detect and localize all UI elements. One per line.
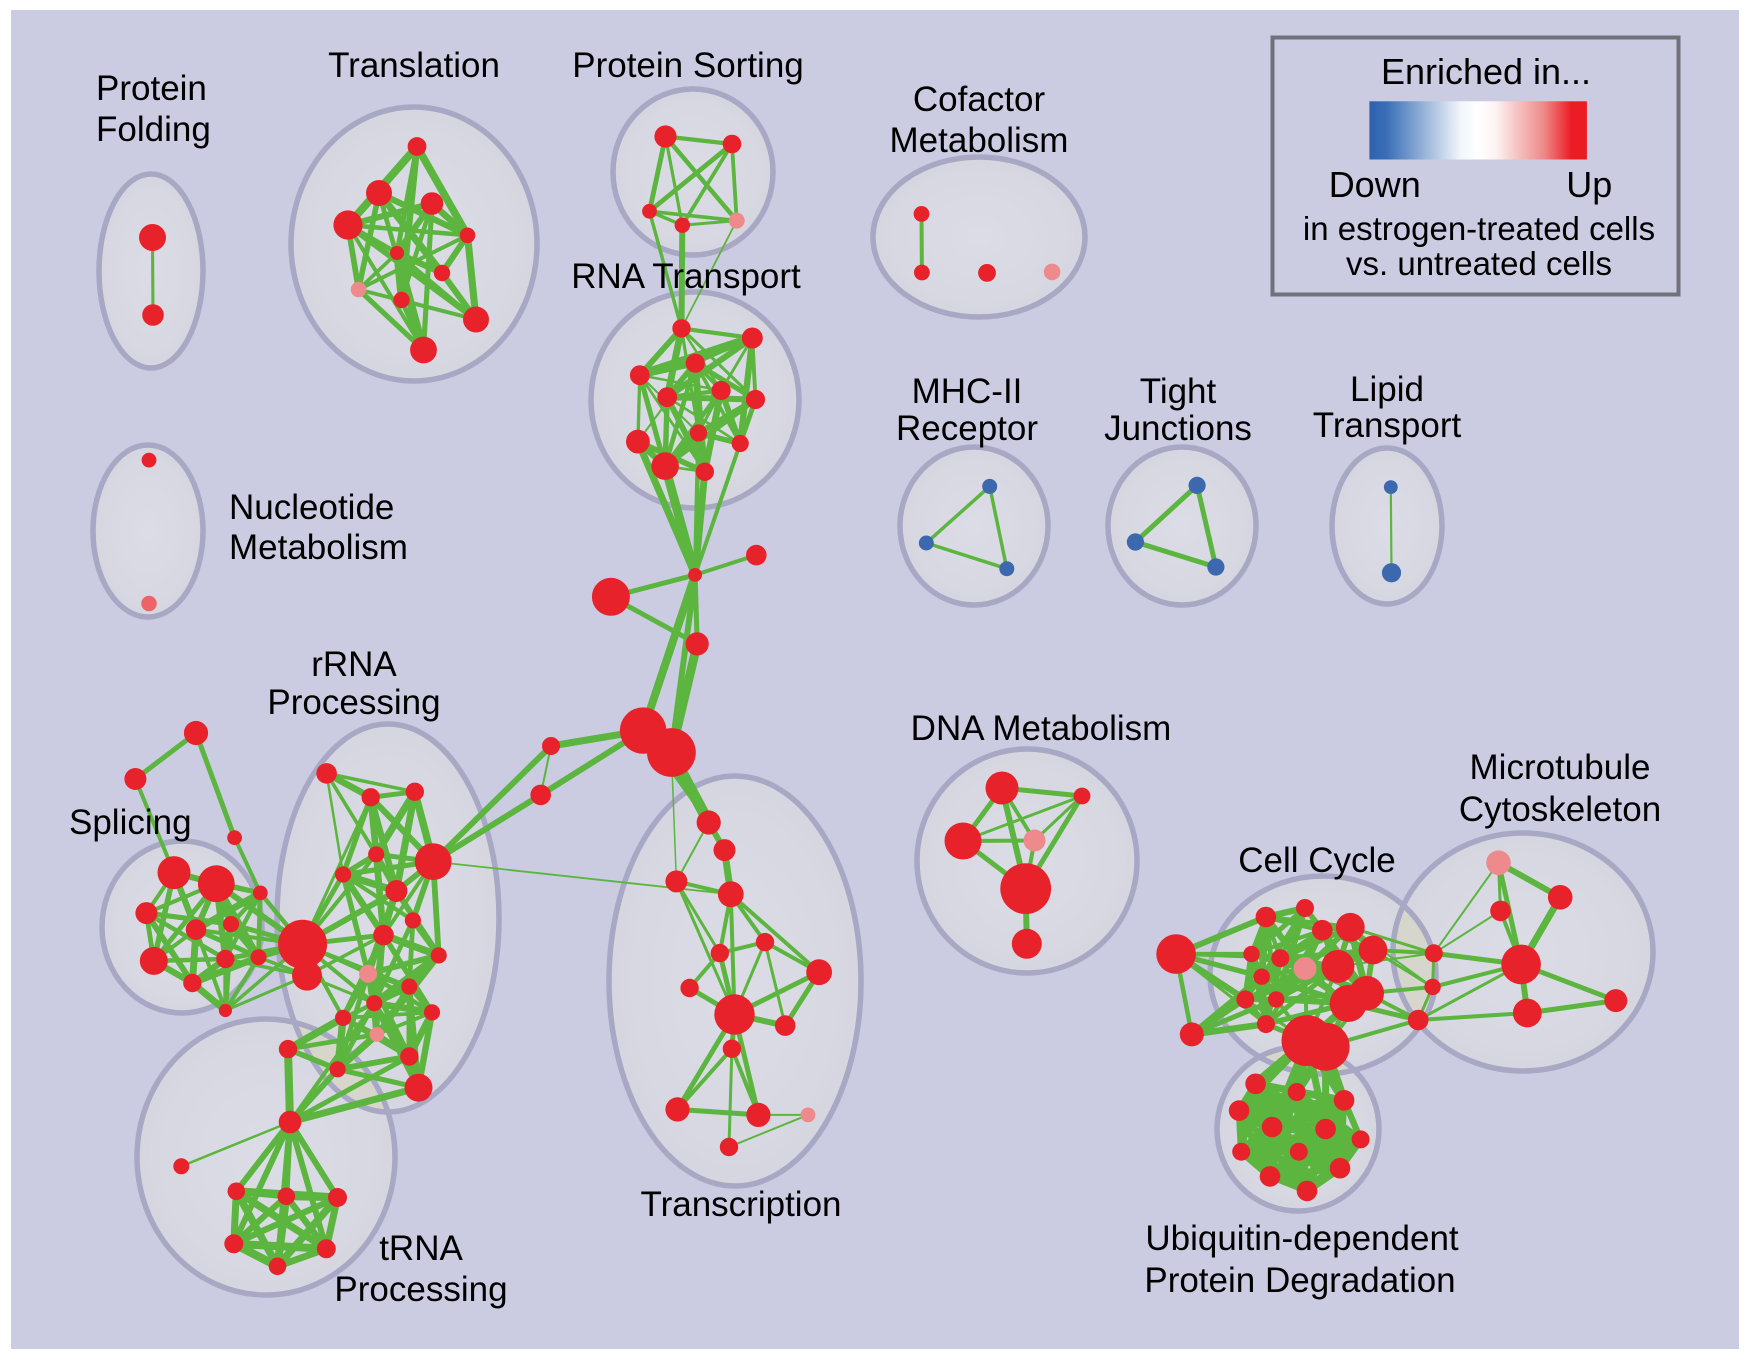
svg-text:Microtubule: Microtubule: [1470, 748, 1651, 787]
svg-text:Processing: Processing: [267, 683, 440, 722]
svg-text:Protein Sorting: Protein Sorting: [572, 46, 804, 85]
svg-text:Transport: Transport: [1313, 406, 1462, 445]
svg-text:Cell Cycle: Cell Cycle: [1238, 841, 1396, 880]
svg-text:rRNA: rRNA: [311, 645, 397, 684]
svg-text:Cytoskeleton: Cytoskeleton: [1459, 790, 1661, 829]
svg-text:Down: Down: [1329, 164, 1421, 205]
svg-text:Ubiquitin-dependent: Ubiquitin-dependent: [1145, 1219, 1459, 1258]
svg-text:Cofactor: Cofactor: [913, 80, 1046, 119]
svg-text:Enriched in...: Enriched in...: [1381, 51, 1591, 92]
svg-text:vs. untreated cells: vs. untreated cells: [1346, 245, 1612, 282]
svg-text:DNA Metabolism: DNA Metabolism: [911, 709, 1172, 748]
svg-text:Junctions: Junctions: [1104, 409, 1252, 448]
svg-text:Processing: Processing: [334, 1270, 507, 1309]
svg-text:Up: Up: [1566, 164, 1612, 205]
svg-text:RNA Transport: RNA Transport: [571, 257, 801, 296]
svg-text:Protein Degradation: Protein Degradation: [1144, 1261, 1455, 1300]
svg-text:in estrogen-treated cells: in estrogen-treated cells: [1303, 210, 1655, 247]
svg-text:Lipid: Lipid: [1350, 370, 1424, 409]
svg-text:Transcription: Transcription: [641, 1185, 842, 1224]
svg-text:Metabolism: Metabolism: [229, 528, 408, 567]
svg-text:Splicing: Splicing: [69, 803, 192, 842]
svg-text:Nucleotide: Nucleotide: [229, 488, 394, 527]
svg-text:Folding: Folding: [96, 110, 211, 149]
svg-text:Receptor: Receptor: [896, 409, 1038, 448]
svg-text:MHC-II: MHC-II: [912, 372, 1023, 411]
svg-text:Tight: Tight: [1140, 372, 1217, 411]
svg-text:Metabolism: Metabolism: [890, 121, 1069, 160]
svg-text:tRNA: tRNA: [379, 1229, 463, 1268]
svg-text:Protein: Protein: [96, 69, 207, 108]
svg-text:Translation: Translation: [328, 46, 500, 85]
